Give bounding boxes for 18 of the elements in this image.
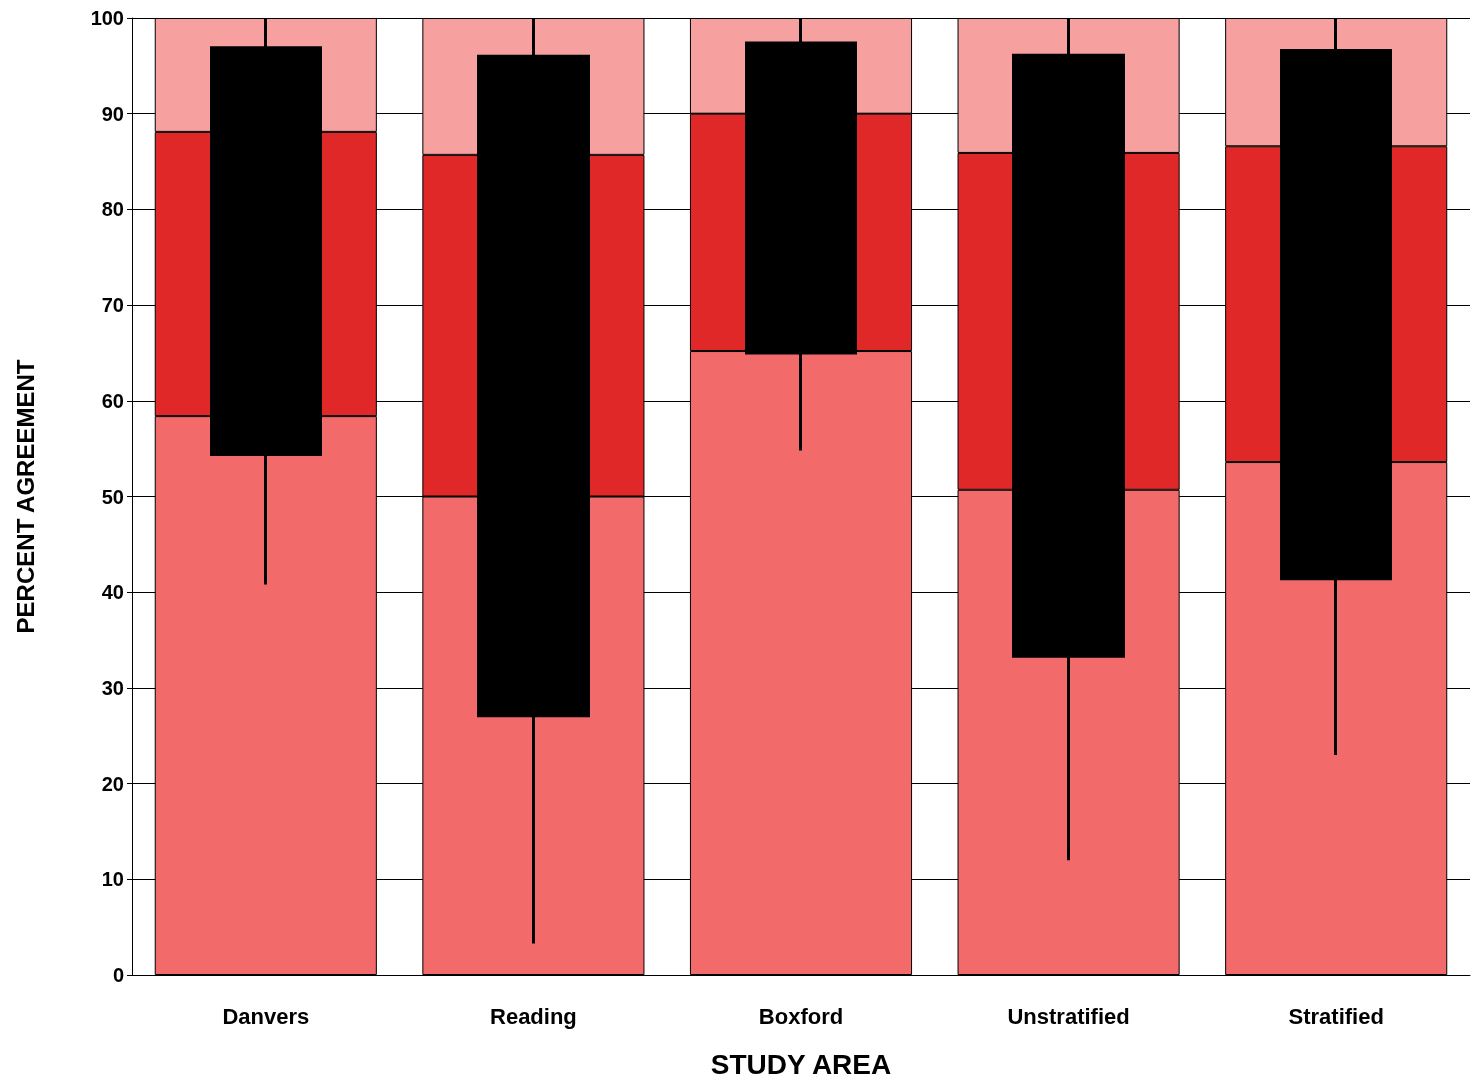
- y-tick-label: 60: [101, 389, 124, 412]
- y-tick-label: 10: [101, 868, 124, 891]
- y-tick-label: 70: [101, 294, 124, 317]
- x-tick-label: Stratified: [1288, 1003, 1384, 1029]
- y-tick-label: 100: [90, 7, 124, 29]
- y-tick-label: 80: [101, 198, 124, 221]
- y-tick-label: 0: [112, 964, 124, 986]
- x-tick-label: Unstratified: [1007, 1003, 1130, 1029]
- x-tick-label: Danvers: [222, 1003, 310, 1029]
- y-axis-title: PERCENT AGREEMENT: [11, 359, 39, 634]
- x-tick-label: Reading: [490, 1003, 577, 1029]
- y-tick-label: 50: [101, 485, 124, 508]
- x-axis-title: STUDY AREA: [710, 1048, 892, 1080]
- x-tick-label: Boxford: [758, 1003, 844, 1029]
- y-tick-label: 40: [101, 581, 124, 604]
- y-tick-label: 30: [101, 676, 124, 699]
- y-tick-label: 90: [101, 102, 124, 125]
- y-tick-label: 20: [101, 772, 124, 795]
